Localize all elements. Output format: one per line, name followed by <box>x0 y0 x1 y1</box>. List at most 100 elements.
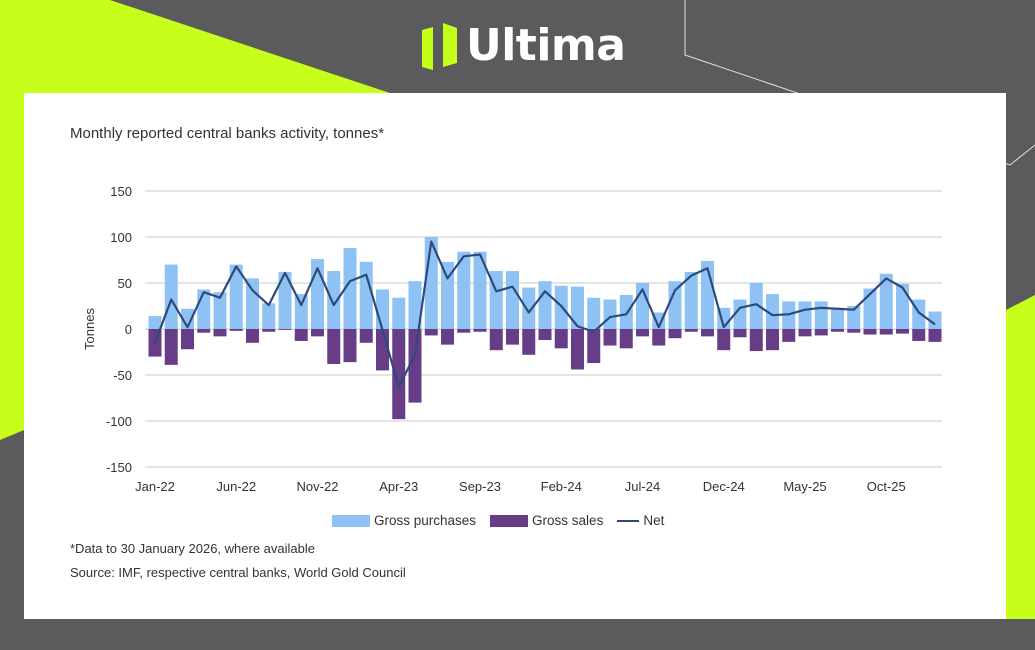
bar-gross-sales <box>554 329 568 349</box>
bar-gross-purchases <box>749 283 763 329</box>
y-tick-label: 150 <box>110 184 132 199</box>
bar-gross-sales <box>798 329 812 337</box>
legend-gross-sales: Gross sales <box>490 513 603 528</box>
bar-gross-sales <box>489 329 503 351</box>
bar-gross-sales <box>603 329 617 346</box>
bar-gross-sales <box>343 329 357 363</box>
bar-gross-sales <box>733 329 747 338</box>
bar-gross-sales <box>619 329 633 349</box>
bar-gross-sales <box>879 329 893 335</box>
bar-gross-purchases <box>148 316 162 329</box>
bar-gross-sales <box>749 329 763 352</box>
bar-gross-purchases <box>538 281 552 329</box>
bar-gross-sales <box>538 329 552 341</box>
bar-gross-purchases <box>814 301 828 329</box>
logo-text: Ultima <box>466 19 626 71</box>
bar-gross-sales <box>928 329 942 342</box>
bar-gross-purchases <box>164 264 178 329</box>
x-tick-label: Sep-23 <box>459 479 501 494</box>
logo-mark-icon <box>422 23 457 70</box>
bar-gross-sales <box>327 329 341 364</box>
y-tick-label: 0 <box>125 322 132 337</box>
bar-gross-purchases <box>213 292 227 329</box>
bar-gross-purchases <box>831 307 844 329</box>
bar-gross-purchases <box>441 261 454 329</box>
x-tick-label: Dec-24 <box>703 479 745 494</box>
bar-gross-purchases <box>571 286 584 329</box>
bar-gross-purchases <box>619 294 633 329</box>
bar-gross-purchases <box>847 306 861 329</box>
bar-gross-sales <box>262 329 276 332</box>
bar-gross-purchases <box>798 301 812 329</box>
bar-gross-sales <box>473 329 487 332</box>
bar-gross-sales <box>522 329 536 355</box>
bar-gross-sales <box>506 329 519 345</box>
y-axis-label: Tonnes <box>82 308 97 350</box>
chart-plot: 150 100 50 0 -50 -100 -150 Tonnes Jan-22 Jun-22 No… <box>82 184 942 494</box>
bar-gross-sales <box>636 329 649 337</box>
bar-gross-sales <box>181 329 194 350</box>
bar-gross-sales <box>587 329 601 364</box>
bar-gross-purchases <box>457 251 471 329</box>
bar-gross-purchases <box>896 283 909 329</box>
bar-gross-sales <box>311 329 324 337</box>
bar-gross-sales <box>782 329 796 342</box>
x-tick-label: Jun-22 <box>216 479 256 494</box>
x-tick-label: Nov-22 <box>297 479 339 494</box>
bar-gross-purchases <box>603 299 617 329</box>
bar-gross-sales <box>652 329 666 346</box>
bar-gross-purchases <box>197 289 211 329</box>
bar-gross-sales <box>668 329 682 339</box>
bar-gross-sales <box>701 329 714 337</box>
bar-gross-sales <box>229 329 243 331</box>
bar-gross-sales <box>912 329 926 341</box>
bar-gross-sales <box>197 329 211 333</box>
chart-title: Monthly reported central banks activity,… <box>70 125 385 142</box>
legend-net: Net <box>617 513 664 528</box>
bar-gross-sales <box>359 329 373 343</box>
bar-gross-purchases <box>928 311 942 329</box>
bar-gross-sales <box>571 329 584 370</box>
bar-gross-purchases <box>262 303 276 329</box>
bar-gross-purchases <box>359 261 373 329</box>
x-tick-label: May-25 <box>783 479 826 494</box>
bar-gross-purchases <box>668 281 682 329</box>
x-tick-label: Jan-22 <box>135 479 175 494</box>
y-tick-label: 50 <box>118 276 132 291</box>
bar-gross-sales <box>896 329 909 334</box>
bar-gross-sales <box>164 329 178 365</box>
bar-gross-sales <box>424 329 438 336</box>
bar-gross-purchases <box>652 312 666 329</box>
y-tick-label: 100 <box>110 230 132 245</box>
bar-gross-purchases <box>587 297 601 329</box>
bar-gross-purchases <box>408 281 422 329</box>
bar-gross-sales <box>847 329 861 333</box>
chart-card: Monthly reported central banks activity,… <box>24 93 1006 619</box>
y-tick-label: -100 <box>106 414 132 429</box>
bar-gross-purchases <box>473 251 487 329</box>
x-tick-label: Feb-24 <box>541 479 582 494</box>
ultima-logo: Ultima <box>422 19 626 71</box>
bar-gross-purchases <box>879 273 893 329</box>
bar-gross-purchases <box>278 271 292 329</box>
bar-gross-sales <box>831 329 844 332</box>
legend-gross-purchases: Gross purchases <box>332 513 476 528</box>
bar-gross-purchases <box>294 294 308 329</box>
bar-gross-sales <box>408 329 422 403</box>
source-note: Source: IMF, respective central banks, W… <box>70 565 406 580</box>
bar-gross-sales <box>246 329 259 343</box>
bar-gross-sales <box>441 329 454 345</box>
bar-gross-purchases <box>522 287 536 329</box>
bar-gross-sales <box>717 329 731 351</box>
bar-gross-sales <box>278 329 292 330</box>
legend: Gross purchases Gross sales Net <box>332 513 664 528</box>
bar-gross-purchases <box>376 289 389 329</box>
y-tick-label: -50 <box>113 368 132 383</box>
x-tick-label: Apr-23 <box>379 479 418 494</box>
x-tick-label: Jul-24 <box>625 479 660 494</box>
bar-gross-sales <box>457 329 471 333</box>
x-tick-label: Oct-25 <box>867 479 906 494</box>
bar-gross-purchases <box>766 294 779 329</box>
bar-gross-sales <box>766 329 779 351</box>
